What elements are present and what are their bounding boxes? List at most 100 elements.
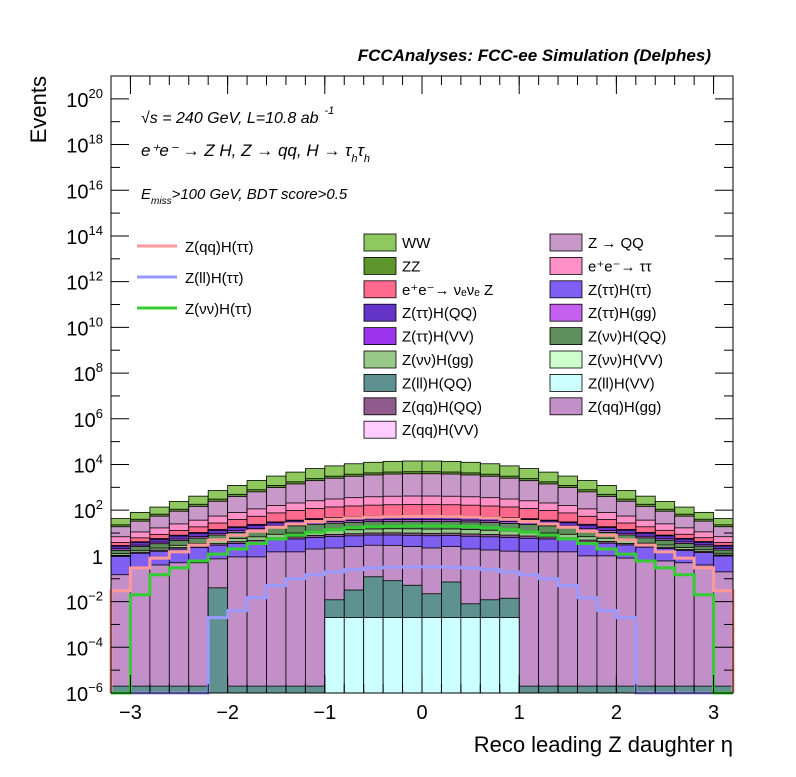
signal-lines	[109, 514, 735, 695]
y-tick-label: 10−4	[66, 634, 103, 660]
legend-label: Z(ττ)H(QQ)	[402, 305, 477, 322]
bar	[130, 567, 151, 694]
y-tick-label: 1014	[66, 223, 103, 249]
y-tick-label: 1020	[66, 86, 103, 112]
bar	[304, 548, 326, 694]
legend-label: Z(qq)H(QQ)	[402, 399, 482, 416]
bar	[557, 685, 578, 694]
x-axis-label: Reco leading Z daughter η	[474, 732, 733, 757]
bar	[674, 562, 695, 694]
bar	[518, 551, 540, 694]
y-tick-label: 1018	[66, 132, 103, 158]
cuts-label: Emiss>100 GeV, BDT score>0.5	[141, 186, 348, 207]
legend: Z(qq)H(ττ) Z(ll)H(ττ) Z(νν)H(ττ) WW ZZ e⁺e⁻→ …	[137, 233, 666, 439]
bar	[615, 557, 637, 694]
bar	[304, 685, 326, 694]
x-tick-label: 3	[708, 702, 719, 724]
y-tick-label: 10−6	[66, 680, 103, 706]
bar	[693, 564, 714, 694]
y-tick-label: 108	[74, 360, 103, 386]
legend-label: Z(νν)H(QQ)	[588, 329, 666, 346]
legend-label: Z(νν)H(gg)	[402, 352, 474, 369]
bar	[460, 617, 481, 694]
legend-swatch	[363, 280, 397, 299]
bar	[441, 617, 462, 694]
bar	[227, 556, 248, 694]
process-label: e⁺e⁻ → Z H, Z → qq, H → τhτh	[141, 141, 370, 165]
bar	[577, 555, 598, 694]
bar	[479, 617, 501, 694]
legend-label: Z(ll)H(QQ)	[402, 375, 472, 392]
legend-label: Z(qq)H(VV)	[402, 422, 479, 439]
legend-label: e⁺e⁻→ νₑνₑ Z	[402, 282, 493, 299]
bar	[110, 574, 131, 694]
stacked-bars	[110, 460, 734, 694]
legend-line-label: Z(νν)H(ττ)	[185, 301, 252, 318]
legend-label: Z(ττ)H(gg)	[588, 305, 657, 322]
bar	[421, 617, 442, 694]
bar	[557, 551, 578, 694]
legend-label: Z(ll)H(VV)	[588, 375, 655, 392]
signal-line-1	[109, 514, 735, 693]
bar	[499, 617, 520, 694]
bar	[207, 587, 229, 694]
y-tick-label: 104	[74, 451, 103, 477]
y-tick-label: 1016	[66, 177, 103, 203]
bar	[168, 562, 190, 694]
axes: −3 −2 −1 0 1 2 3 10−6 10−4 10−2 1 102 104 106 108 1010 1…	[66, 75, 734, 724]
x-tick-label: 1	[514, 702, 525, 724]
bar	[596, 555, 617, 694]
legend-label: Z(ττ)H(VV)	[402, 329, 474, 346]
bar	[324, 617, 345, 694]
energy-label: √s = 240 GeV, L=10.8 ab -1	[141, 105, 334, 127]
bar	[538, 551, 559, 694]
legend-label: Z → QQ	[588, 235, 644, 252]
legend-swatch	[363, 397, 397, 416]
bar	[266, 685, 287, 694]
legend-label: Z(qq)H(gg)	[588, 399, 661, 416]
legend-swatch	[549, 256, 583, 275]
bar	[518, 685, 540, 694]
y-tick-label: 106	[74, 406, 103, 432]
signal-line-3	[111, 524, 733, 695]
bar	[285, 551, 306, 694]
y-tick-label: 102	[74, 497, 103, 523]
legend-label: ZZ	[402, 258, 420, 275]
bar	[654, 560, 676, 694]
legend-swatch	[549, 280, 583, 299]
legend-label: e⁺e⁻→ ττ	[588, 258, 652, 275]
legend-label: Z(νν)H(VV)	[588, 352, 663, 369]
legend-swatch	[363, 327, 397, 346]
x-tick-label: −2	[216, 702, 239, 724]
legend-line-label: Z(qq)H(ττ)	[185, 239, 254, 256]
bar	[363, 617, 384, 694]
x-tick-label: −3	[119, 702, 142, 724]
legend-swatch	[363, 256, 397, 275]
bar	[285, 685, 306, 694]
x-tick-label: 2	[611, 702, 622, 724]
bar	[188, 562, 209, 694]
legend-swatch	[549, 233, 583, 252]
legend-label: Z(ττ)H(ττ)	[588, 282, 652, 299]
x-tick-label: −1	[313, 702, 336, 724]
legend-swatch	[549, 397, 583, 416]
bar	[615, 685, 637, 694]
legend-swatch	[549, 327, 583, 346]
y-axis-label: Events	[26, 76, 51, 143]
y-tick-label: 1	[92, 547, 103, 569]
bar	[635, 560, 656, 694]
legend-label: WW	[402, 235, 431, 252]
legend-line-label: Z(ll)H(ττ)	[185, 270, 244, 287]
legend-swatch	[363, 420, 397, 439]
bar	[227, 685, 248, 694]
bar	[343, 617, 365, 694]
legend-swatch	[363, 233, 397, 252]
legend-swatch	[549, 303, 583, 322]
x-tick-label: 0	[416, 702, 427, 724]
signal-line-2	[111, 565, 733, 695]
y-tick-label: 10−2	[66, 589, 103, 615]
legend-swatch	[549, 373, 583, 392]
bar	[266, 551, 287, 694]
y-tick-label: 1010	[66, 314, 103, 340]
